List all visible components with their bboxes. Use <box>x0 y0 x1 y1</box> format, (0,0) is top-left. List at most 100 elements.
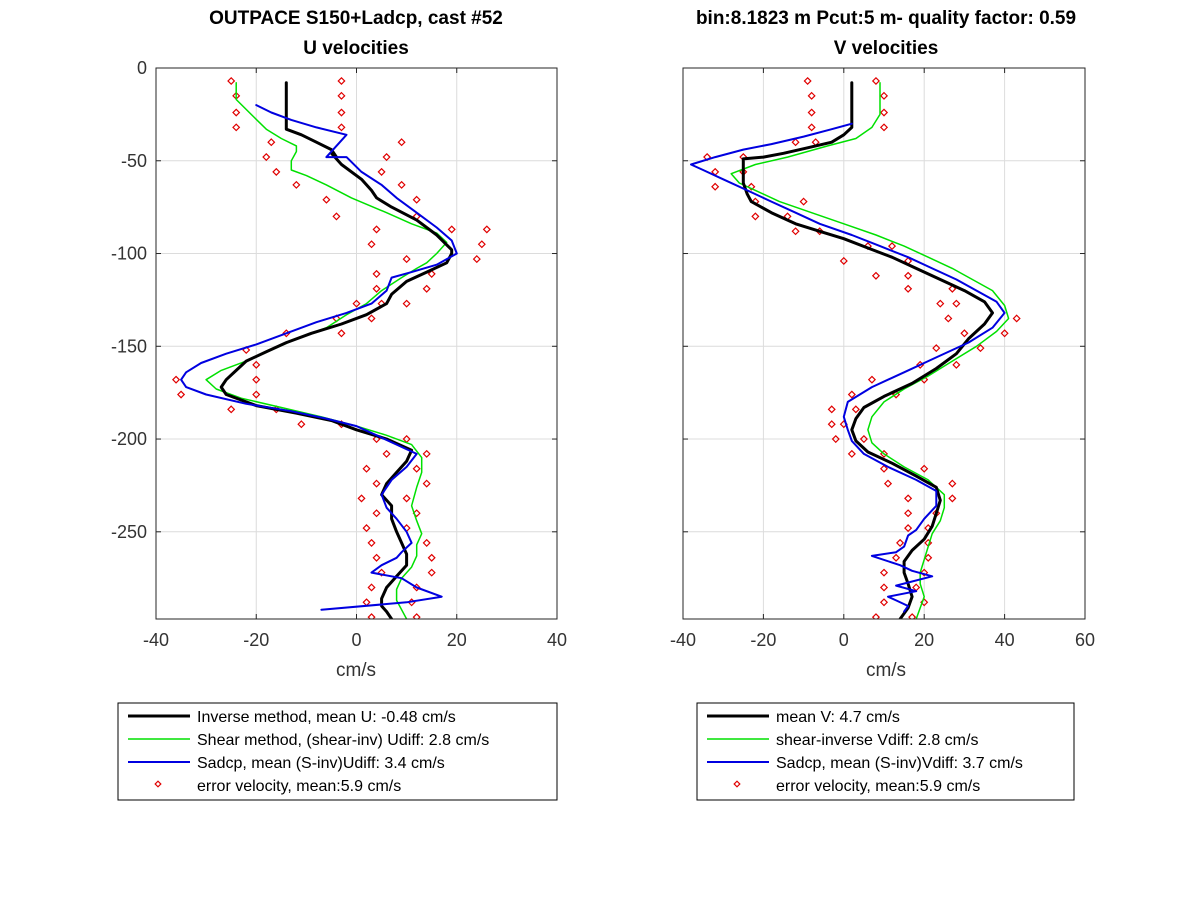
u-error-velocity-marker <box>337 91 346 100</box>
u-error-velocity-marker <box>362 524 371 533</box>
v-error-velocity-marker <box>879 583 889 592</box>
v-error-velocity-marker <box>936 299 945 308</box>
u-x-tick-label: 0 <box>351 630 361 650</box>
u-y-tick-label: -50 <box>121 151 147 171</box>
u-legend-label-error: error velocity, mean:5.9 cm/s <box>197 778 401 795</box>
v-error-velocity-marker <box>879 123 889 132</box>
v-error-velocity-marker <box>883 479 893 488</box>
u-error-velocity-marker <box>427 269 436 278</box>
v-error-velocity-marker <box>751 212 760 221</box>
u-error-velocity-marker <box>427 553 436 562</box>
u-error-velocity-marker <box>402 255 411 264</box>
u-error-velocity-marker <box>412 613 421 619</box>
v-error-velocity-marker <box>871 76 881 86</box>
u-error-velocity-marker <box>472 255 481 264</box>
v-series-line-1 <box>730 82 1010 619</box>
v-error-velocity-marker <box>851 405 860 414</box>
u-error-velocity-marker <box>372 553 381 562</box>
v-legend-item-shear: shear-inverse Vdiff: 2.8 cm/s <box>707 732 978 749</box>
v-error-velocity-marker <box>976 344 985 353</box>
v-legend: mean V: 4.7 cm/s shear-inverse Vdiff: 2.… <box>696 702 1075 801</box>
u-chart-title-line1: OUTPACE S150+Ladcp, cast #52 <box>209 8 503 29</box>
u-x-axis-label: cm/s <box>336 660 376 681</box>
u-error-velocity-marker <box>292 180 301 189</box>
u-error-velocity-marker <box>367 583 376 592</box>
u-error-velocity-marker <box>337 76 346 86</box>
v-error-velocity-marker <box>904 509 913 518</box>
u-error-velocity-marker <box>412 464 421 473</box>
u-error-velocity-marker <box>402 494 411 503</box>
v-error-velocity-marker <box>871 613 881 619</box>
u-error-velocity-marker <box>322 195 331 204</box>
v-legend-label-shear: shear-inverse Vdiff: 2.8 cm/s <box>776 732 978 749</box>
v-error-velocity-marker <box>827 420 836 429</box>
v-error-velocity-marker <box>887 242 897 251</box>
v-error-velocity-marker <box>879 568 889 577</box>
v-legend-label-sadcp: Sadcp, mean (S-inv)Vdiff: 3.7 cm/s <box>776 755 1023 772</box>
v-error-velocity-marker <box>904 284 913 293</box>
v-plot-area: -40 -20 0 20 40 60 <box>670 67 1095 650</box>
v-error-velocity-marker <box>847 449 856 458</box>
v-error-velocity-marker <box>807 91 816 100</box>
u-error-velocity-marker <box>372 509 381 518</box>
u-error-velocity-marker <box>397 138 406 147</box>
u-error-velocity-marker <box>422 479 431 488</box>
u-x-tick-label: -20 <box>243 630 269 650</box>
u-error-velocity-marker <box>422 284 431 293</box>
u-error-velocity-marker <box>177 390 186 399</box>
u-error-velocity-marker <box>372 225 381 234</box>
v-error-velocity-marker <box>791 138 800 147</box>
u-error-velocity-marker <box>372 284 381 293</box>
v-error-velocity-marker <box>791 227 800 236</box>
u-error-velocity-marker <box>402 299 411 308</box>
u-error-velocity-marker <box>172 375 181 384</box>
u-error-velocity-marker <box>262 153 271 162</box>
v-error-velocity-marker <box>807 108 816 117</box>
u-data-layer <box>172 76 491 619</box>
u-chart-title-line2: U velocities <box>303 38 409 59</box>
v-x-tick-label: 40 <box>995 630 1015 650</box>
u-error-velocity-marker <box>337 123 346 132</box>
u-error-velocity-marker <box>367 613 376 619</box>
v-error-velocity-marker <box>924 553 933 562</box>
u-legend-label-sadcp: Sadcp, mean (S-inv)Udiff: 3.4 cm/s <box>197 755 445 772</box>
v-legend-label-mean: mean V: 4.7 cm/s <box>776 709 900 726</box>
u-legend-label-shear: Shear method, (shear-inv) Udiff: 2.8 cm/… <box>197 732 489 749</box>
v-error-velocity-marker <box>747 182 756 191</box>
v-error-velocity-marker <box>827 405 836 414</box>
v-error-velocity-marker <box>879 464 889 473</box>
u-error-velocity-marker <box>422 538 431 547</box>
v-x-tick-label: 0 <box>839 630 849 650</box>
u-y-tick-label: -250 <box>111 522 147 542</box>
v-error-velocity-marker <box>904 494 913 503</box>
v-error-velocity-marker <box>803 76 812 86</box>
u-x-tick-label: -40 <box>143 630 169 650</box>
v-x-tick-label: -40 <box>670 630 696 650</box>
v-velocity-chart: bin:8.1823 m Pcut:5 m- quality factor: 0… <box>670 8 1095 681</box>
v-error-velocity-marker <box>879 91 889 100</box>
v-error-velocity-marker <box>908 613 917 619</box>
v-error-velocity-marker <box>871 271 881 280</box>
u-error-velocity-marker <box>352 299 361 308</box>
u-error-velocity-marker <box>332 212 341 221</box>
v-chart-title-line2: V velocities <box>834 38 939 59</box>
u-error-velocity-marker <box>382 153 391 162</box>
v-error-velocity-marker <box>896 538 905 547</box>
u-error-velocity-marker <box>447 225 456 234</box>
v-error-velocity-marker <box>948 479 957 488</box>
u-legend: Inverse method, mean U: -0.48 cm/s Shear… <box>117 702 558 801</box>
v-series-line-2 <box>690 122 1006 613</box>
v-error-velocity-marker <box>948 284 957 293</box>
v-data-layer <box>690 76 1021 619</box>
v-error-velocity-marker <box>944 314 953 323</box>
u-y-tick-label: 0 <box>137 58 147 78</box>
v-error-velocity-marker <box>867 375 876 384</box>
u-error-velocity-marker <box>422 449 431 458</box>
v-error-velocity-marker <box>920 568 929 577</box>
u-error-velocity-marker <box>377 568 386 577</box>
u-velocity-chart: OUTPACE S150+Ladcp, cast #52 U velocitie… <box>111 8 567 681</box>
u-error-velocity-marker <box>252 360 261 369</box>
v-error-velocity-marker <box>960 329 969 338</box>
u-series-line-2 <box>180 104 458 611</box>
v-legend-item-sadcp: Sadcp, mean (S-inv)Vdiff: 3.7 cm/s <box>707 755 1023 772</box>
